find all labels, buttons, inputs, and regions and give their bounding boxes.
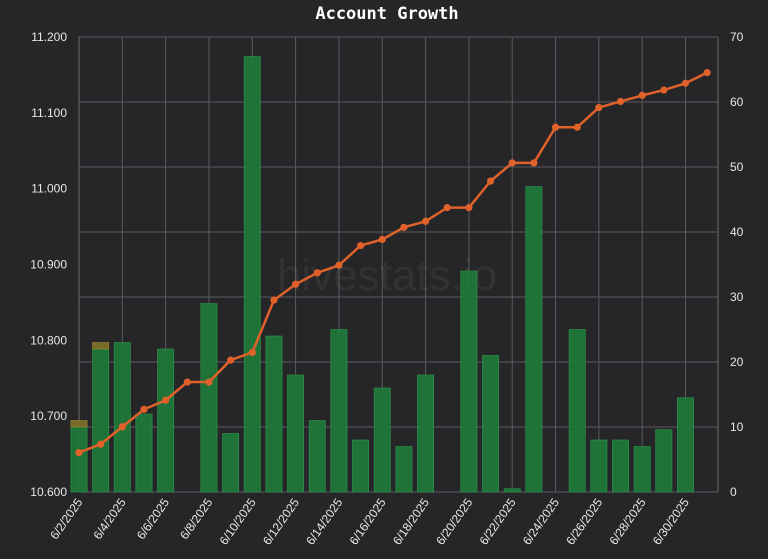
right-tick-label: 10 (730, 420, 744, 434)
line-point (356, 241, 365, 250)
bar (655, 429, 673, 493)
bar (677, 397, 694, 493)
chart-title: Account Growth (315, 4, 458, 24)
x-tick-label: 6/14/2025 (303, 495, 345, 547)
bar (417, 374, 434, 493)
line-point (248, 348, 256, 357)
line-point (118, 423, 126, 431)
x-tick-label: 6/8/2025 (177, 495, 215, 542)
bar (157, 348, 175, 493)
x-tick-label: 6/30/2025 (650, 495, 692, 547)
bar (633, 446, 651, 493)
bar (92, 348, 110, 493)
right-tick-label: 20 (730, 355, 744, 369)
line-point (660, 86, 668, 94)
left-axis-ticks: 10.600 10.700 10.800 10.900 11.000 11.100 11.2… (30, 30, 67, 499)
bar (460, 270, 478, 493)
right-tick-label: 60 (730, 95, 744, 109)
bar (395, 446, 413, 493)
x-tick-label: 6/18/2025 (390, 495, 432, 547)
bar (135, 413, 153, 493)
x-tick-label: 6/24/2025 (520, 495, 562, 547)
line-point (508, 159, 516, 167)
x-tick-label: 6/22/2025 (477, 495, 519, 547)
line-point (75, 448, 83, 457)
line-point (421, 217, 430, 225)
x-tick-label: 6/6/2025 (134, 495, 172, 542)
line-point (595, 103, 603, 112)
left-tick-label: 10.900 (30, 258, 67, 272)
line-point (681, 79, 690, 87)
line-point (400, 223, 408, 231)
right-tick-label: 40 (730, 225, 744, 239)
x-tick-label: 6/12/2025 (260, 495, 302, 547)
x-tick-label: 6/26/2025 (563, 495, 605, 547)
line-series (75, 69, 711, 457)
line-point (313, 269, 321, 277)
right-tick-label: 50 (730, 160, 744, 174)
left-tick-label: 10.700 (30, 409, 67, 423)
left-tick-label: 11.200 (31, 30, 67, 44)
bar (612, 439, 629, 493)
line-point (183, 378, 191, 386)
line-point (270, 296, 278, 304)
line-point (703, 69, 711, 77)
line-point (486, 177, 495, 185)
line-point (530, 159, 538, 167)
right-axis-ticks: 0 10 20 30 40 50 60 70 (730, 30, 744, 499)
right-tick-label: 70 (730, 30, 744, 44)
right-tick-label: 30 (730, 290, 744, 304)
x-tick-label: 6/4/2025 (91, 495, 129, 542)
left-tick-label: 11.100 (31, 106, 67, 120)
x-tick-label: 6/10/2025 (217, 495, 259, 547)
bar (352, 439, 370, 493)
line-point (573, 123, 581, 131)
left-tick-label: 10.800 (30, 333, 67, 347)
bar (113, 342, 131, 493)
bar (503, 488, 521, 493)
line-point (97, 440, 105, 448)
x-tick-label: 6/2/2025 (47, 495, 85, 542)
bar (265, 335, 283, 493)
line-point (205, 378, 213, 386)
line-point (378, 235, 386, 244)
line-point (638, 91, 646, 99)
line-point (616, 97, 625, 106)
bar-segment (70, 420, 88, 428)
x-tick-label: 6/16/2025 (347, 495, 389, 547)
bar (330, 329, 348, 493)
bar (308, 420, 326, 493)
line-point (443, 204, 451, 212)
bar (222, 433, 240, 493)
line-point (162, 396, 170, 404)
line-point (465, 204, 473, 212)
bar-segment (92, 342, 110, 350)
bar (482, 355, 499, 493)
bar (373, 387, 391, 493)
bar (200, 303, 218, 493)
bar-series (70, 56, 694, 493)
bar (243, 56, 261, 493)
left-tick-label: 10.600 (30, 485, 67, 499)
line-point (140, 405, 148, 413)
line-point (335, 261, 343, 269)
x-tick-label: 6/28/2025 (607, 495, 649, 547)
bar (287, 374, 305, 493)
bar (590, 439, 608, 493)
x-tick-label: 6/20/2025 (433, 495, 475, 547)
line-point (227, 356, 235, 364)
left-tick-label: 11.000 (31, 182, 67, 196)
line-point (292, 280, 300, 288)
bar (525, 186, 543, 493)
line-point (551, 123, 560, 131)
bar (568, 329, 586, 493)
growth-line (78, 71, 708, 454)
bar (70, 426, 88, 493)
right-tick-label: 0 (730, 485, 737, 499)
x-axis-ticks: 6/2/2025 6/4/2025 6/6/2025 6/8/2025 6/10/202… (47, 495, 692, 547)
